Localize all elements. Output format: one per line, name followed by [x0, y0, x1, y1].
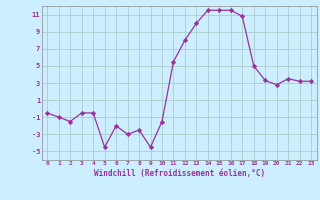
X-axis label: Windchill (Refroidissement éolien,°C): Windchill (Refroidissement éolien,°C): [94, 169, 265, 178]
